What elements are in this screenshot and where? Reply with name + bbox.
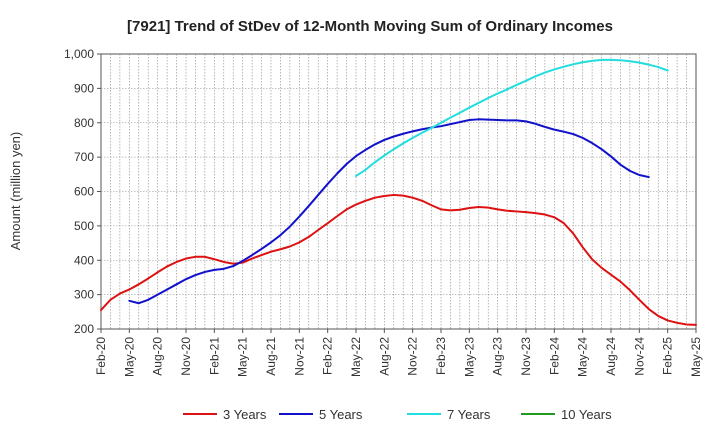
x-tick-label: Nov-24 (632, 337, 646, 376)
x-tick-label: Nov-23 (519, 337, 533, 376)
x-tick-label: Feb-24 (547, 337, 561, 375)
x-tick-label: Aug-22 (377, 337, 391, 376)
y-tick-label: 800 (74, 116, 94, 130)
x-tick-label: May-22 (349, 337, 363, 377)
y-tick-label: 500 (74, 219, 94, 233)
y-tick-label: 400 (74, 253, 94, 267)
x-tick-label: Aug-23 (491, 337, 505, 376)
y-tick-label: 1,000 (64, 47, 94, 61)
series-line-3-years (100, 193, 697, 326)
x-tick-label: Aug-24 (604, 337, 618, 376)
y-tick-label: 900 (74, 81, 94, 95)
x-axis-ticks: Feb-20 May-20 Aug-20 Nov-20 Feb-21 May-21 Aug-… (94, 329, 703, 377)
chart-title: [7921] Trend of StDev of 12-Month Moving… (127, 18, 613, 35)
series-line-7-years (355, 58, 669, 178)
series-lines (100, 58, 697, 326)
y-axis-ticks: 200 300 400 500 600 700 800 900 1,000 (64, 47, 101, 336)
x-tick-label: Feb-20 (94, 337, 108, 375)
x-tick-label: Feb-23 (434, 337, 448, 375)
legend: 3 Years 5 Years 7 Years 10 Years (183, 407, 612, 422)
y-tick-label: 600 (74, 185, 94, 199)
x-tick-label: Aug-21 (264, 337, 278, 376)
x-tick-label: Nov-22 (406, 337, 420, 376)
legend-label: 7 Years (447, 407, 491, 422)
x-tick-label: Nov-21 (292, 337, 306, 376)
x-tick-label: May-25 (689, 337, 703, 377)
x-tick-label: Feb-22 (321, 337, 335, 375)
x-tick-label: May-20 (122, 337, 136, 377)
y-tick-label: 700 (74, 150, 94, 164)
series-line-5-years (128, 118, 650, 305)
legend-label: 10 Years (561, 407, 612, 422)
x-tick-label: Feb-21 (207, 337, 221, 375)
legend-label: 3 Years (223, 407, 267, 422)
x-tick-label: Nov-20 (179, 337, 193, 376)
y-tick-label: 200 (74, 322, 94, 336)
x-tick-label: Aug-20 (151, 337, 165, 376)
gridlines (101, 54, 696, 329)
x-tick-label: May-24 (576, 337, 590, 377)
x-tick-label: May-21 (236, 337, 250, 377)
legend-label: 5 Years (319, 407, 363, 422)
y-axis-label: Amount (million yen) (8, 132, 23, 251)
y-tick-label: 300 (74, 288, 94, 302)
x-tick-label: May-23 (462, 337, 476, 377)
x-tick-label: Feb-25 (661, 337, 675, 375)
